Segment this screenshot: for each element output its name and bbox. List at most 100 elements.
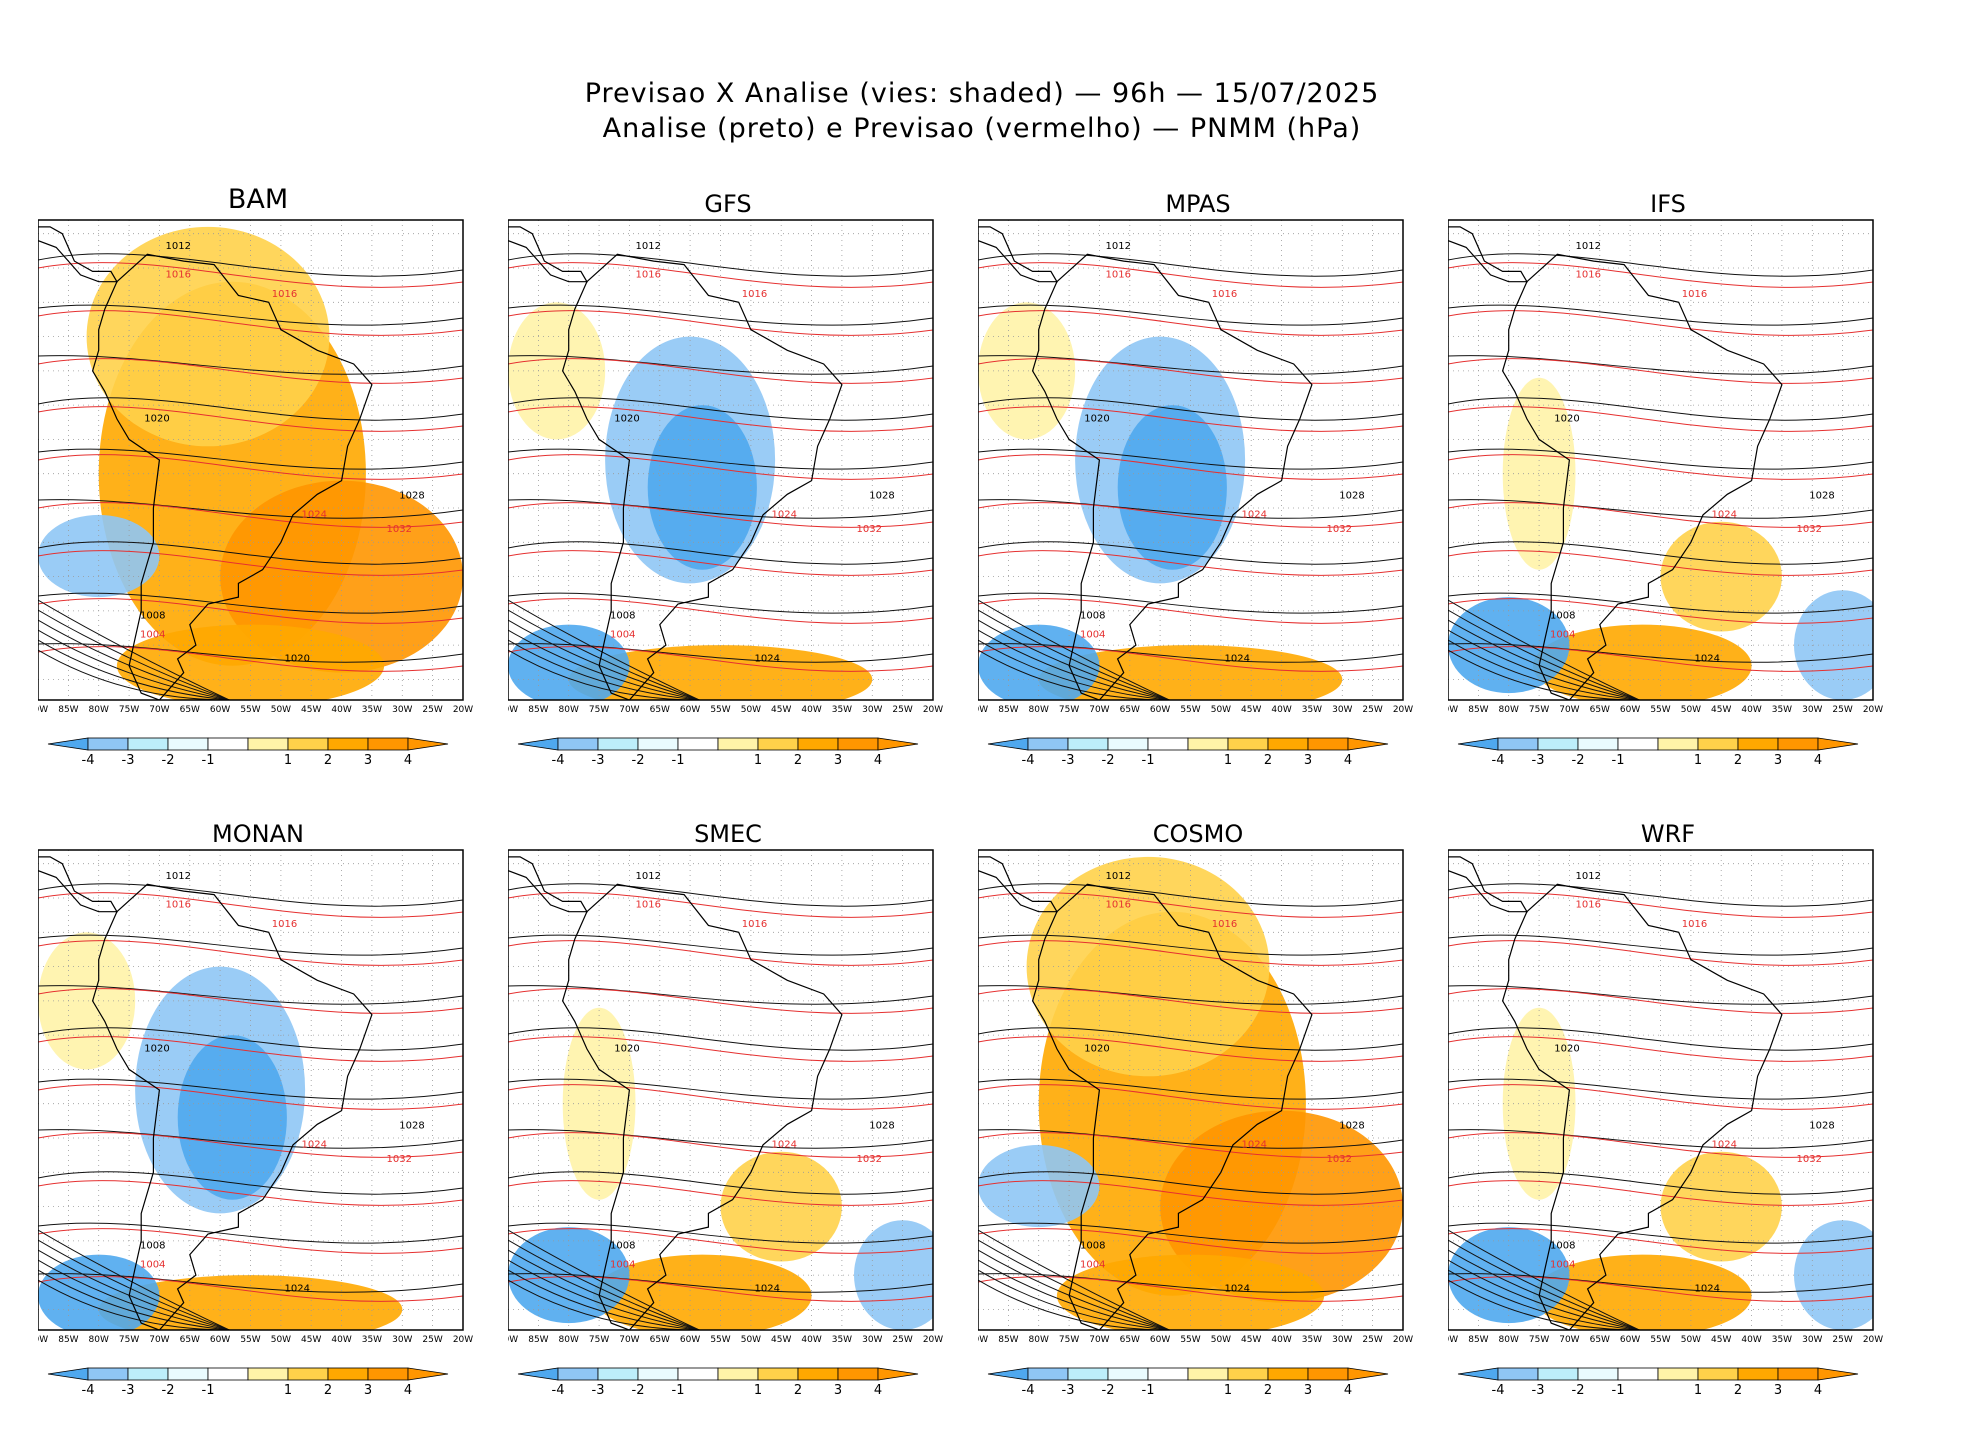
colorbar-segment	[1497, 737, 1539, 751]
colorbar-segment	[87, 737, 129, 751]
lon-tick-label: 85W	[58, 705, 78, 715]
lon-tick-label: 70W	[619, 1335, 639, 1345]
isobar-label: 1028	[1809, 1120, 1834, 1131]
lon-tick-label: 55W	[1650, 1335, 1670, 1345]
isobar-label: 1028	[1339, 490, 1364, 501]
panel-gfs: GFS 1012 1016 1020 1024 1028 1032 1008 1004 1024 1…	[508, 190, 948, 790]
lon-tick-label: 25W	[1362, 705, 1382, 715]
lon-tick-label: 75W	[1529, 705, 1549, 715]
bias-map: 1012 1016 1020 1024 1028 1032 1008 1004 1024 1016…	[508, 849, 943, 1398]
colorbar-label: 2	[324, 753, 332, 768]
lon-tick-label: 65W	[180, 705, 200, 715]
colorbar-label: -1	[1142, 753, 1155, 768]
lon-tick-label: 35W	[362, 1335, 382, 1345]
bias-map: 1012 1016 1020 1024 1028 1032 1008 1004 1024 1016…	[978, 219, 1413, 768]
colorbar-segment	[167, 1367, 209, 1381]
lon-tick-label: 90W	[38, 705, 48, 715]
isobar-label: 1004	[1080, 1260, 1105, 1271]
isobar-label: 1032	[857, 1154, 882, 1165]
isobar-label: 1008	[1080, 1240, 1105, 1251]
colorbar-segment	[677, 1367, 719, 1381]
isobar-label: 1004	[140, 1260, 165, 1271]
bias-shade	[508, 302, 606, 440]
lon-tick-label: 20W	[453, 1335, 473, 1345]
lon-tick-label: 55W	[710, 705, 730, 715]
isobar-label: 1024	[755, 1284, 780, 1295]
colorbar-segment	[1027, 1367, 1069, 1381]
colorbar-label: -4	[1492, 1383, 1505, 1398]
bias-shade	[568, 645, 873, 700]
lon-tick-label: 70W	[1089, 1335, 1109, 1345]
main-subtitle: Analise (preto) e Previsao (vermelho) — …	[602, 113, 1362, 144]
colorbar: -4 -3 -2 -1 1 2 3 4	[1457, 737, 1859, 768]
lon-tick-label: 35W	[1772, 705, 1792, 715]
colorbar-segment	[1227, 1367, 1269, 1381]
isobar-label: 1024	[1242, 1140, 1267, 1151]
lon-tick-label: 80W	[559, 1335, 579, 1345]
isobar-label: 1032	[1327, 1154, 1352, 1165]
colorbar-segment	[717, 1367, 759, 1381]
isobar-label: 1020	[1554, 1044, 1579, 1055]
isobar-label: 1008	[1080, 610, 1105, 621]
colorbar-segment	[1617, 1367, 1659, 1381]
colorbar-label: -2	[1572, 753, 1585, 768]
lon-tick-label: 45W	[1241, 1335, 1261, 1345]
lon-tick-label: 80W	[89, 705, 109, 715]
bias-shade	[593, 1254, 812, 1330]
colorbar-label: 1	[1694, 753, 1702, 768]
colorbar-label: 4	[874, 753, 882, 768]
lon-tick-label: 35W	[832, 1335, 852, 1345]
bias-shade	[1117, 405, 1227, 570]
colorbar-segment	[597, 1367, 639, 1381]
panel-wrf: WRF 1012 1016 1020 1024 1028 1032 1008 1004 1024 1…	[1448, 820, 1888, 1420]
colorbar-label: 4	[404, 753, 412, 768]
isobar-label: 1012	[166, 241, 191, 252]
lon-tick-label: 55W	[1180, 705, 1200, 715]
panel-monan: MONAN 1012 1016 1020 1024 1028 1032 1008 1004 102…	[38, 820, 478, 1420]
colorbar-label: 3	[1774, 1383, 1782, 1398]
lon-tick-label: 75W	[1059, 1335, 1079, 1345]
colorbar-segment	[247, 737, 289, 751]
bias-shade	[116, 624, 385, 700]
lon-tick-label: 30W	[862, 1335, 882, 1345]
isobar-label: 1008	[140, 610, 165, 621]
isobar-label: 1020	[144, 414, 169, 425]
colorbar-label: 2	[1734, 753, 1742, 768]
colorbar-segment	[1107, 1367, 1149, 1381]
colorbar: -4 -3 -2 -1 1 2 3 4	[987, 737, 1389, 768]
lon-tick-label: 50W	[741, 1335, 761, 1345]
colorbar-label: 3	[1304, 1383, 1312, 1398]
isobar-label: 1024	[755, 654, 780, 665]
lon-tick-label: 40W	[331, 1335, 351, 1345]
panel-mpas: MPAS 1012 1016 1020 1024 1028 1032 1008 1004 1024…	[978, 190, 1418, 790]
bias-shade	[1502, 1007, 1576, 1200]
colorbar-label: -2	[632, 1383, 645, 1398]
lon-tick-label: 85W	[1468, 705, 1488, 715]
panel-title: SMEC	[694, 820, 762, 848]
isobar-label: 1020	[144, 1044, 169, 1055]
colorbar-label: 1	[1224, 1383, 1232, 1398]
lon-tick-label: 45W	[1711, 705, 1731, 715]
colorbar-label: 4	[1814, 1383, 1822, 1398]
lon-tick-label: 75W	[119, 705, 139, 715]
isobar-label: 1028	[399, 1120, 424, 1131]
colorbar-label: 2	[794, 1383, 802, 1398]
lon-tick-label: 60W	[680, 705, 700, 715]
panel-title: COSMO	[1152, 820, 1244, 848]
isobar-label: 1016	[1212, 289, 1237, 300]
colorbar-segment	[367, 737, 409, 751]
colorbar-segment	[797, 1367, 839, 1381]
colorbar-segment	[1147, 737, 1189, 751]
colorbar-label: -2	[1102, 1383, 1115, 1398]
lon-tick-label: 70W	[619, 705, 639, 715]
bias-shade	[177, 1035, 287, 1200]
lon-tick-label: 50W	[271, 705, 291, 715]
colorbar-label: 3	[364, 1383, 372, 1398]
colorbar-segment	[1307, 737, 1349, 751]
isobar-label: 1012	[1106, 871, 1131, 882]
colorbar-segment	[1147, 1367, 1189, 1381]
colorbar-label: -2	[1102, 753, 1115, 768]
lon-tick-label: 20W	[1863, 1335, 1883, 1345]
colorbar: -4 -3 -2 -1 1 2 3 4	[47, 1367, 449, 1398]
lon-tick-label: 50W	[741, 705, 761, 715]
